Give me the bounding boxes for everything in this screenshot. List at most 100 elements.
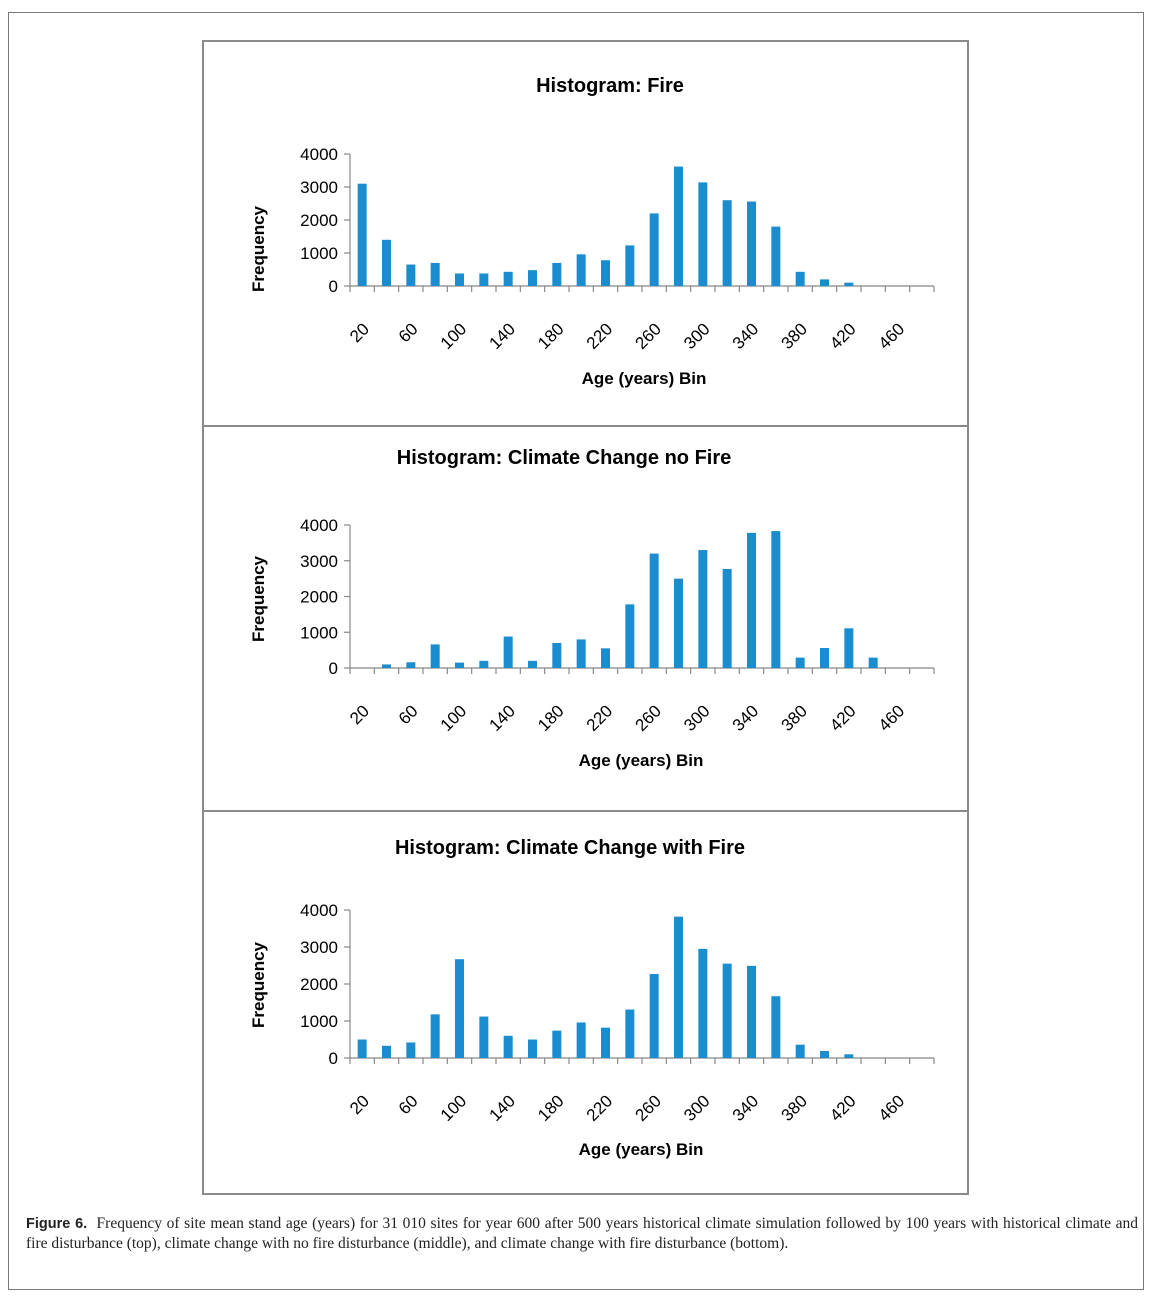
bar xyxy=(455,273,464,286)
x-tick-label: 260 xyxy=(631,1091,664,1124)
bar xyxy=(722,568,732,668)
bar xyxy=(430,1014,440,1058)
bar xyxy=(382,664,391,668)
bar xyxy=(455,662,464,668)
x-tick-label: 20 xyxy=(346,701,373,728)
bar xyxy=(868,657,878,668)
bar xyxy=(503,636,513,668)
x-tick-label: 140 xyxy=(485,701,518,734)
bar xyxy=(357,1039,367,1058)
histogram-climate-change-with-fire-chart: Histogram: Climate Change with Fire Freq… xyxy=(249,837,935,1159)
bar xyxy=(844,1054,854,1058)
y-tick-label: 0 xyxy=(329,1049,338,1068)
bar xyxy=(576,1022,586,1058)
y-axis-label: Frequency xyxy=(249,941,268,1028)
histogram-fire-chart: Histogram: Fire Frequency Age (years) Bi… xyxy=(249,75,935,388)
bar xyxy=(503,271,513,286)
x-tick-label: 100 xyxy=(437,1091,470,1124)
bar xyxy=(455,959,464,1058)
bar xyxy=(625,1009,635,1058)
x-tick-label: 220 xyxy=(583,701,616,734)
caption-label: Figure 6. xyxy=(26,1216,88,1232)
x-axis-label: Age (years) Bin xyxy=(579,1140,704,1159)
bar xyxy=(552,642,562,668)
bar xyxy=(552,262,562,286)
x-axis-label: Age (years) Bin xyxy=(579,751,704,770)
x-tick-label: 140 xyxy=(485,319,518,352)
bar xyxy=(601,1027,610,1058)
page-frame xyxy=(8,12,1144,1290)
bar xyxy=(406,1042,416,1058)
y-tick-label: 3000 xyxy=(300,938,338,957)
y-tick-label: 1000 xyxy=(300,244,338,263)
y-axis-label: Frequency xyxy=(249,555,268,642)
x-tick-label: 420 xyxy=(826,319,859,352)
bar xyxy=(528,270,537,286)
y-tick-label: 0 xyxy=(329,659,338,678)
x-tick-label: 420 xyxy=(826,1091,859,1124)
x-tick-label: 300 xyxy=(680,701,713,734)
bar xyxy=(357,183,367,286)
x-tick-label: 220 xyxy=(583,319,616,352)
y-tick-label: 4000 xyxy=(300,516,338,535)
y-tick-label: 2000 xyxy=(300,975,338,994)
y-tick-label: 3000 xyxy=(300,178,338,197)
bar xyxy=(747,532,756,668)
x-tick-label: 180 xyxy=(534,1091,567,1124)
bar xyxy=(625,604,635,668)
x-tick-label: 340 xyxy=(729,1091,762,1124)
bar xyxy=(430,262,440,286)
bar xyxy=(771,226,781,286)
x-tick-label: 100 xyxy=(437,701,470,734)
bar xyxy=(479,660,489,668)
y-tick-label: 2000 xyxy=(300,588,338,607)
y-tick-label: 4000 xyxy=(300,901,338,920)
bar xyxy=(844,282,854,286)
x-tick-label: 60 xyxy=(395,1091,422,1118)
bar xyxy=(771,531,781,668)
x-tick-label: 420 xyxy=(826,701,859,734)
y-tick-label: 1000 xyxy=(300,1012,338,1031)
x-tick-label: 180 xyxy=(534,319,567,352)
bar xyxy=(406,662,416,668)
caption-text: Frequency of site mean stand age (years)… xyxy=(26,1215,1139,1252)
y-tick-label: 4000 xyxy=(300,145,338,164)
bar xyxy=(382,239,391,286)
y-axis-label: Frequency xyxy=(249,205,268,292)
bar xyxy=(382,1045,391,1058)
x-tick-label: 60 xyxy=(395,701,422,728)
chart-title: Histogram: Fire xyxy=(536,75,684,97)
x-tick-label: 340 xyxy=(729,319,762,352)
bar xyxy=(552,1030,562,1058)
bar xyxy=(625,245,635,286)
bar xyxy=(844,628,854,668)
bar xyxy=(601,648,610,668)
bar xyxy=(430,644,440,668)
bar xyxy=(795,657,805,668)
y-tick-label: 3000 xyxy=(300,552,338,571)
bar xyxy=(406,264,416,286)
figure-box xyxy=(202,40,969,1195)
bar xyxy=(674,916,683,1058)
bar xyxy=(747,965,756,1058)
bar xyxy=(820,647,829,668)
bar xyxy=(576,254,586,286)
x-tick-label: 380 xyxy=(777,701,810,734)
x-tick-label: 260 xyxy=(631,319,664,352)
x-axis-label: Age (years) Bin xyxy=(582,369,707,388)
x-tick-label: 100 xyxy=(437,319,470,352)
panel-separator xyxy=(202,810,969,812)
y-tick-label: 0 xyxy=(329,277,338,296)
bar xyxy=(795,1044,805,1058)
bar xyxy=(601,260,610,286)
bar xyxy=(528,1039,537,1058)
bar xyxy=(649,213,659,286)
bar xyxy=(722,963,732,1058)
bar xyxy=(479,1016,489,1058)
chart-title: Histogram: Climate Change with Fire xyxy=(395,837,745,859)
x-tick-label: 20 xyxy=(346,1091,373,1118)
bar xyxy=(503,1035,513,1058)
x-tick-label: 20 xyxy=(346,319,373,346)
bar xyxy=(674,578,683,668)
bar xyxy=(649,553,659,668)
